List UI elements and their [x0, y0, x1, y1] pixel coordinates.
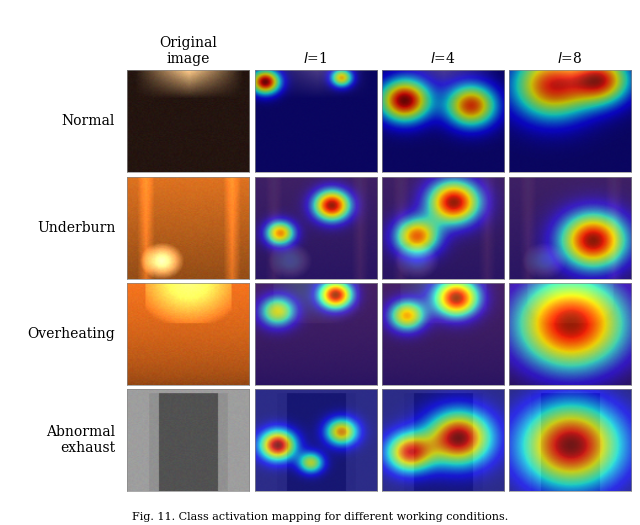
- Text: Fig. 11. Class activation mapping for different working conditions.: Fig. 11. Class activation mapping for di…: [132, 512, 508, 522]
- Text: $\mathit{l}$=1: $\mathit{l}$=1: [303, 51, 328, 66]
- Text: $\mathit{l}$=8: $\mathit{l}$=8: [557, 51, 582, 66]
- Text: Abnormal
exhaust: Abnormal exhaust: [46, 425, 115, 456]
- Text: Overheating: Overheating: [28, 327, 115, 341]
- Text: Original
image: Original image: [159, 36, 218, 66]
- Text: $\mathit{l}$=4: $\mathit{l}$=4: [430, 51, 456, 66]
- Text: Underburn: Underburn: [37, 220, 115, 235]
- Text: Normal: Normal: [62, 114, 115, 129]
